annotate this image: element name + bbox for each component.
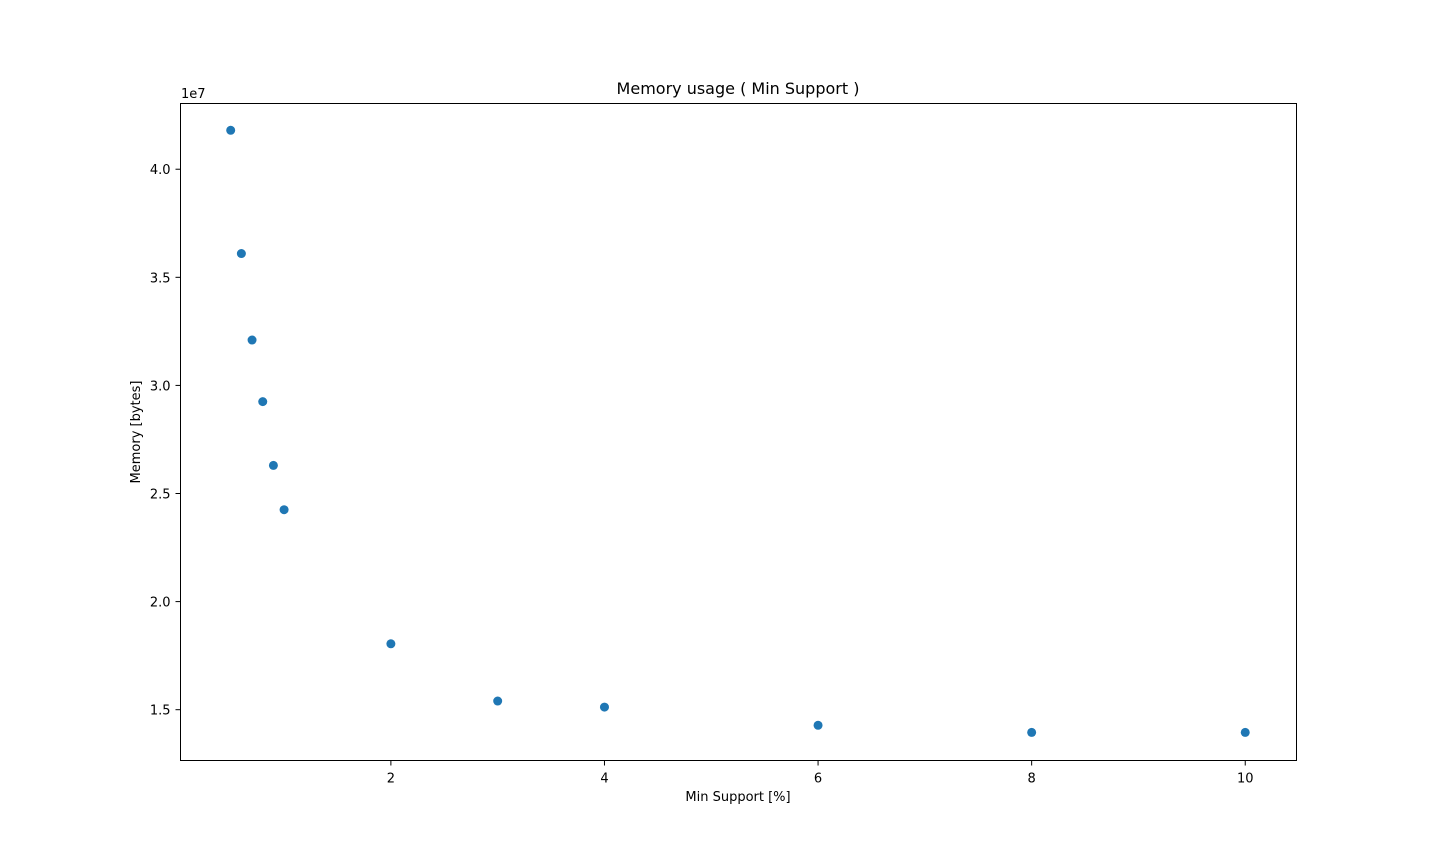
y-axis-label: Memory [bytes] [129, 381, 144, 484]
data-point [268, 460, 278, 470]
data-points [226, 125, 1250, 737]
y-tick-label: 2.0 [150, 596, 171, 611]
data-point [493, 696, 503, 706]
x-tick-label: 6 [814, 772, 822, 787]
data-point [813, 720, 823, 730]
data-point [226, 125, 236, 135]
data-point [236, 249, 246, 259]
data-point [599, 702, 609, 712]
data-point [1027, 727, 1037, 737]
x-axis-ticks: 2 4 6 8 10 [387, 760, 1254, 787]
data-point [247, 335, 257, 345]
y-tick-label: 3.5 [150, 271, 171, 286]
plot-area-frame [180, 103, 1297, 761]
x-tick-label: 2 [387, 772, 395, 787]
data-point [258, 397, 268, 407]
y-tick-label: 1.5 [150, 704, 171, 719]
y-tick-label: 2.5 [150, 488, 171, 503]
x-tick-label: 10 [1237, 772, 1254, 787]
data-point [1240, 727, 1250, 737]
y-tick-label: 3.0 [150, 379, 171, 394]
x-tick-label: 4 [600, 772, 608, 787]
data-point [279, 505, 289, 515]
data-point [386, 639, 396, 649]
x-axis-label: Min Support [%] [685, 790, 790, 805]
y-tick-label: 4.0 [150, 163, 171, 178]
y-axis-ticks: 1.5 2.0 2.5 3.0 3.5 4.0 [150, 163, 181, 719]
x-tick-label: 8 [1028, 772, 1036, 787]
chart-title: Memory usage ( Min Support ) [617, 79, 860, 98]
y-axis-offset-label: 1e7 [181, 87, 206, 102]
